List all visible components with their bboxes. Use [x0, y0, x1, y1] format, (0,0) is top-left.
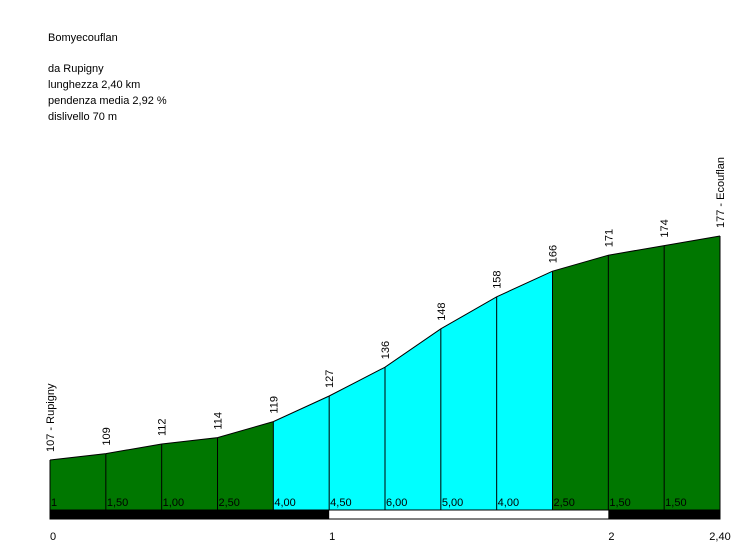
segment-gradient-label: 4,50 [330, 497, 351, 509]
elevation-label: 166 [548, 245, 560, 263]
segment-gradient-label: 2,50 [219, 497, 240, 509]
segment-gradient-label: 2,50 [554, 497, 575, 509]
elevation-label: 136 [380, 341, 392, 359]
profile-segment-6 [329, 367, 385, 510]
segment-gradient-label: 1 [51, 497, 57, 509]
km-tick-label: 0 [50, 531, 56, 543]
segment-gradient-label: 1,50 [609, 497, 630, 509]
km-tick-label: 2 [608, 531, 614, 543]
km-tick-label: 1 [329, 531, 335, 543]
segment-gradient-label: 6,00 [386, 497, 407, 509]
route-title: Bomyecouflan [48, 32, 118, 44]
elevation-label: 109 [101, 427, 113, 445]
segment-gradient-label: 4,00 [498, 497, 519, 509]
profile-segment-3 [161, 437, 218, 510]
segment-gradient-label: 5,00 [442, 497, 463, 509]
segment-gradient-label: 1,00 [163, 497, 184, 509]
profile-segment-9 [496, 271, 553, 510]
profile-segment-2 [105, 444, 162, 510]
km-tick-label: 2,40 [709, 531, 730, 543]
route-gradient: pendenza media 2,92 % [48, 95, 167, 107]
segment-gradient-label: 1,50 [107, 497, 128, 509]
elevation-label: 174 [659, 219, 671, 237]
elevation-label: 177 - Ecouflan [715, 157, 727, 228]
elevation-label: 112 [157, 418, 169, 436]
profile-segment-4 [217, 421, 274, 510]
segment-gradient-label: 1,50 [665, 497, 686, 509]
km-bar-segment-dark [608, 510, 720, 519]
profile-outline [49, 235, 721, 461]
route-elevation-gain: dislivello 70 m [48, 111, 118, 123]
profile-segment-8 [440, 296, 497, 510]
profile-segment-5 [273, 396, 330, 510]
elevation-label: 158 [492, 270, 504, 288]
route-info: Bomyecouflan da Rupigny lunghezza 2,40 k… [48, 30, 167, 125]
route-length: lunghezza 2,40 km [48, 79, 141, 91]
route-start: da Rupigny [48, 63, 104, 75]
profile-segment-10 [552, 255, 609, 510]
profile-segment-12 [664, 236, 720, 510]
elevation-label: 127 [324, 370, 336, 388]
elevation-label: 107 - Rupigny [45, 383, 57, 452]
elevation-label: 114 [213, 412, 225, 430]
profile-segment-1 [50, 453, 106, 510]
profile-segment-7 [385, 328, 441, 510]
elevation-label: 148 [436, 302, 448, 320]
km-bar-segment-dark [50, 510, 330, 519]
segment-gradient-label: 4,00 [274, 497, 295, 509]
profile-segment-11 [608, 245, 665, 510]
elevation-label: 171 [603, 229, 615, 247]
elevation-label: 119 [268, 396, 280, 414]
